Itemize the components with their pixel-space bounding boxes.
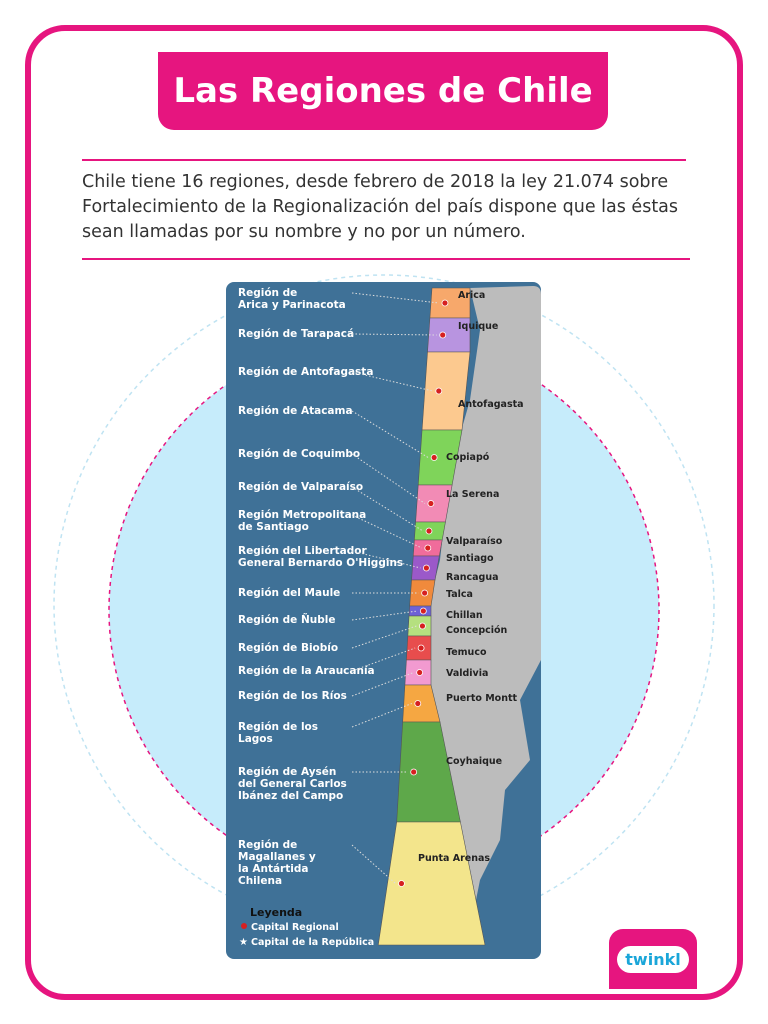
region-label: Región de los Ríos <box>238 690 347 702</box>
region-shape <box>377 821 486 946</box>
region-label: Región de Aysén <box>238 766 336 778</box>
region-label: Lagos <box>238 733 273 745</box>
region-label: de Santiago <box>238 521 309 533</box>
capital-dot <box>414 700 422 707</box>
capital-dot <box>398 880 405 887</box>
region-label: Región de Atacama <box>238 405 353 417</box>
region-label: Región de <box>238 287 297 299</box>
leader-line <box>351 610 418 621</box>
legend-dot <box>241 923 247 929</box>
capital-dot <box>424 544 432 552</box>
leader-line <box>351 410 429 458</box>
region-label: Región Metropolitana <box>238 509 366 521</box>
leader-line <box>351 514 423 549</box>
region-label: Región de Ñuble <box>238 613 335 626</box>
capital-dot <box>419 607 427 615</box>
region-label: Región de la Araucanía <box>238 665 375 677</box>
leader-line <box>351 550 421 569</box>
region-label: Magallanes y <box>238 851 316 863</box>
region-label: Región de <box>238 839 297 851</box>
leader-line <box>351 703 412 728</box>
capital-label: Copiapó <box>446 452 490 463</box>
capital-label: La Serena <box>446 489 499 500</box>
region-label: Chilena <box>238 875 282 887</box>
capital-label: Valparaíso <box>446 536 503 547</box>
region-label: Región de Coquimbo <box>238 448 360 460</box>
capital-dot <box>422 564 430 572</box>
capital-label: Punta Arenas <box>418 853 490 864</box>
capital-label: Puerto Montt <box>446 693 518 704</box>
capital-label: Iquique <box>458 321 498 332</box>
capital-label: Temuco <box>446 647 487 658</box>
leader-line <box>351 647 416 672</box>
capital-label: Talca <box>446 589 473 600</box>
capital-dot <box>416 669 424 676</box>
leader-line <box>351 672 414 697</box>
legend-star: ★ <box>239 937 248 948</box>
capital-label: Valdivia <box>446 668 488 679</box>
region-label: Región de Tarapacá <box>238 328 354 340</box>
leader-line <box>351 292 440 304</box>
capital-dot <box>427 500 435 507</box>
leader-line <box>351 625 417 649</box>
leader-line <box>351 844 396 884</box>
region-label: Ibánez del Campo <box>238 790 343 802</box>
region-label: Región del Libertador <box>238 545 367 557</box>
capital-dot <box>421 589 429 597</box>
region-label: Región del Maule <box>238 587 340 599</box>
capital-dot <box>441 299 449 307</box>
region-label: Región de Valparaíso <box>238 481 363 493</box>
capital-dot <box>419 622 426 630</box>
intro-text: Chile tiene 16 regiones, desde febrero d… <box>82 172 679 242</box>
outer-circle <box>53 274 715 936</box>
region-label: Región de los <box>238 721 318 733</box>
region-label: Región de Biobío <box>238 642 338 654</box>
leader-line <box>351 333 437 336</box>
capital-dot <box>430 454 438 461</box>
rule <box>82 159 686 161</box>
legend-title: Leyenda <box>250 906 302 919</box>
legend-item: Capital de la República <box>251 937 374 948</box>
capital-label: Santiago <box>446 553 494 564</box>
logo-text: twinkl <box>617 945 689 973</box>
capital-label: Coyhaique <box>446 756 502 767</box>
legend-item: Capital Regional <box>251 922 339 933</box>
capital-dot <box>439 331 447 339</box>
capital-label: Concepción <box>446 625 508 636</box>
capital-dot <box>410 768 418 776</box>
capital-label: Antofagasta <box>458 399 524 410</box>
region-label: Región de Antofagasta <box>238 366 373 378</box>
region-shape <box>421 351 471 431</box>
capital-label: Arica <box>458 290 485 301</box>
region-label: Arica y Parinacota <box>238 299 346 311</box>
region-label: General Bernardo O'Higgins <box>238 557 403 569</box>
region-label: la Antártida <box>238 863 308 875</box>
leader-line <box>351 453 426 504</box>
capital-dot <box>417 644 425 652</box>
capital-label: Rancagua <box>446 572 499 583</box>
rule <box>82 258 690 260</box>
title: Las Regiones de Chile <box>158 52 608 130</box>
logo: twinkl <box>609 929 697 989</box>
capital-dot <box>435 387 443 395</box>
region-label: del General Carlos <box>238 778 347 790</box>
capital-label: Chillan <box>446 610 483 621</box>
capital-dot <box>425 527 433 535</box>
